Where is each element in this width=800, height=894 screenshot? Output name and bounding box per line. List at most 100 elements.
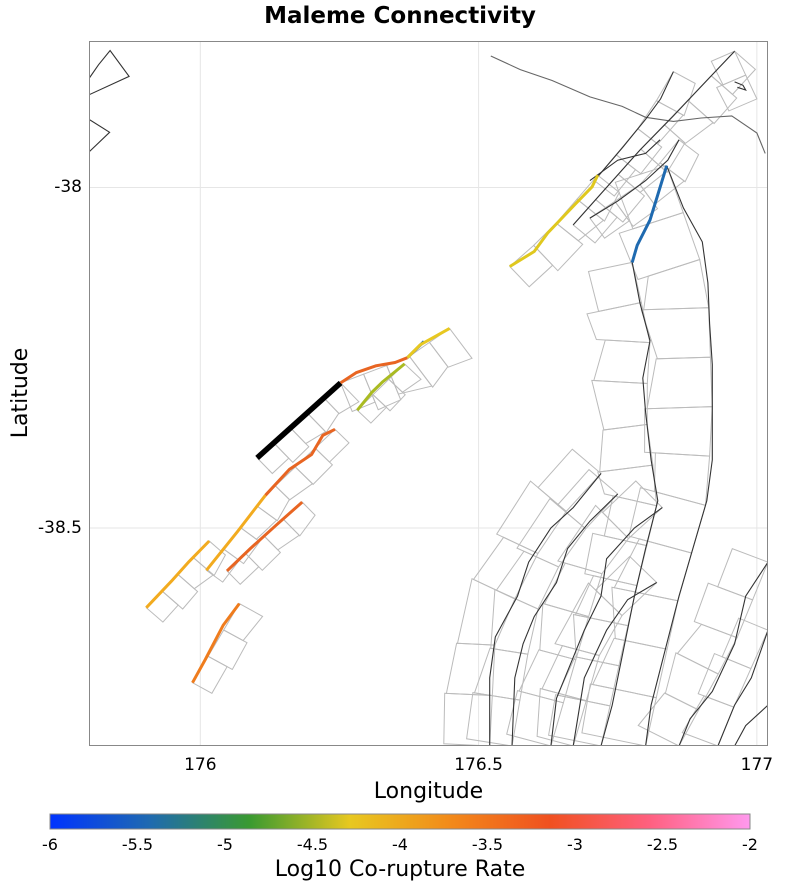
fault-section-outline	[664, 652, 719, 711]
fault-section-outline	[716, 74, 758, 112]
fault-section-outline	[710, 50, 757, 96]
colorbar-tick-label: -5	[217, 835, 233, 854]
fault-traces	[89, 49, 768, 746]
fault-section-outline	[584, 532, 648, 587]
fault-section-outline	[532, 222, 584, 272]
fault-section-outline	[145, 590, 179, 623]
fault-section-outline	[207, 629, 248, 671]
x-tick-label: 176	[184, 755, 217, 775]
fault-section-outline	[161, 573, 199, 610]
fault-section-outline	[273, 427, 310, 464]
fault-section-outline	[557, 504, 630, 575]
fault-section-outline	[643, 258, 710, 311]
y-tick-label: -38.5	[38, 518, 82, 539]
fault-trace	[511, 493, 619, 746]
fault-trace	[600, 262, 659, 746]
fault-section-outline	[593, 154, 637, 197]
fault-section-outline	[314, 428, 350, 463]
fault-section-outline	[256, 442, 290, 475]
connected-section-nw-strand-1	[339, 356, 408, 385]
fault-section-outline	[192, 540, 227, 577]
fault-section-outline	[263, 518, 300, 551]
fault-section-outline	[306, 397, 340, 434]
fault-section-outlines	[145, 50, 768, 746]
y-tick-label: -38	[54, 177, 82, 198]
fault-section-outline	[653, 452, 711, 506]
fault-section-outline	[445, 642, 496, 697]
colorbar-tick-label: -2.5	[646, 835, 679, 854]
fault-trace	[589, 139, 680, 219]
fault-section-outline	[388, 363, 422, 393]
fault-trace	[734, 81, 747, 91]
fault-section-outline	[541, 645, 600, 702]
fault-section-outline	[539, 602, 590, 661]
colorbar	[49, 813, 751, 830]
y-axis-label: Latitude	[8, 347, 33, 439]
fault-section-outline	[543, 562, 603, 618]
fault-section-outline	[617, 148, 667, 193]
fault-section-outline	[589, 200, 630, 239]
fault-section-outline	[536, 687, 587, 746]
connected-section-sw-strand-2	[205, 494, 267, 572]
fault-section-outline	[282, 501, 316, 537]
fault-section-outline	[516, 497, 587, 568]
fault-section-outline	[663, 99, 714, 145]
fault-section-outline	[618, 211, 701, 281]
chart-title: Maleme Connectivity	[264, 3, 536, 29]
connected-section-ne-strand-2	[630, 165, 669, 263]
fault-trace	[645, 165, 713, 746]
fault-section-outline	[274, 466, 314, 501]
connected-section-sw-strand-3	[145, 539, 211, 609]
colorbar-tick-label: -3.5	[471, 835, 504, 854]
colorbar-tick-label: -2	[742, 835, 758, 854]
plot-frame	[89, 41, 768, 746]
fault-section-outline	[495, 550, 560, 610]
connected-section-nw-strand-4	[356, 362, 406, 412]
fault-section-outline	[548, 694, 611, 746]
fault-trace	[734, 704, 768, 746]
fault-section-outline	[323, 382, 360, 415]
grid-lines	[89, 41, 768, 746]
fault-trace	[489, 473, 602, 746]
connected-section-sw-strand-5	[191, 602, 241, 684]
fault-section-outline	[428, 327, 473, 368]
colorbar-tick-label: -6	[42, 835, 58, 854]
fault-trace	[89, 49, 130, 96]
colorbar-tick-label: -4	[392, 835, 408, 854]
fault-section-outline	[555, 198, 605, 242]
fault-section-outline	[443, 692, 493, 746]
fault-trace	[89, 118, 111, 153]
fault-section-outline	[256, 485, 291, 522]
fault-section-outline	[472, 536, 539, 600]
fault-section-outline	[697, 652, 752, 708]
fault-section-outline	[372, 378, 406, 412]
fault-section-outline	[356, 394, 388, 424]
fault-section-outline	[294, 447, 334, 486]
connected-section-sw-strand-4	[225, 500, 304, 572]
colorbar-tick-label: -3	[567, 835, 583, 854]
colorbar-tick-label: -4.5	[296, 835, 329, 854]
fault-section-outline	[644, 406, 713, 457]
fault-section-outline	[506, 689, 565, 746]
fault-section-outline	[721, 617, 768, 670]
fault-trace	[572, 582, 657, 746]
fault-section-outline	[597, 464, 658, 507]
x-axis-label: Longitude	[373, 779, 484, 804]
fault-trace	[550, 507, 663, 746]
connected-section-sw-strand-1	[264, 427, 336, 497]
fault-section-outline	[554, 582, 623, 657]
fault-section-outline	[226, 553, 260, 585]
x-tick-label: 176.5	[454, 755, 503, 775]
fault-trace	[717, 630, 768, 746]
fault-section-outline	[659, 139, 700, 183]
fault-section-outline	[637, 100, 684, 145]
colorbar-tick-label: -5.5	[121, 835, 154, 854]
fault-section-outline	[681, 695, 735, 746]
fault-section-outline	[586, 301, 651, 344]
colorbar-label: Log10 Co-rupture Rate	[274, 857, 526, 882]
fault-trace	[593, 71, 674, 181]
connected-section-ne-strand-1	[509, 174, 600, 268]
fault-trace	[589, 139, 661, 182]
fault-trace	[678, 561, 768, 746]
